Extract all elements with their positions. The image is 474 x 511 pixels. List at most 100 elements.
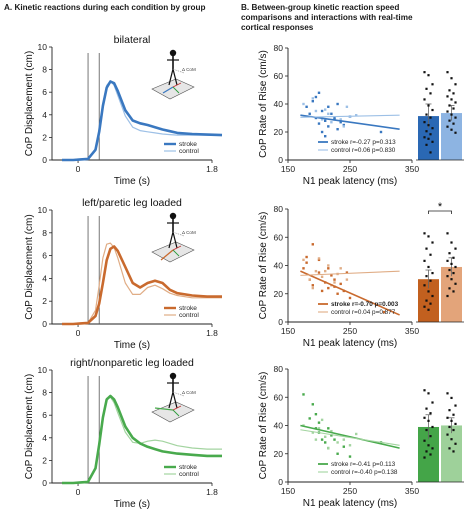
y-tick-label: 80: [274, 364, 284, 374]
scatter-point-stroke: [327, 125, 330, 128]
individual-point: [425, 407, 428, 410]
scatter-point-stroke: [336, 292, 339, 295]
scatter-point-control: [317, 427, 321, 430]
individual-point: [446, 392, 449, 395]
individual-point: [423, 284, 426, 287]
individual-point: [431, 127, 434, 130]
legend-label-control: control: [179, 471, 199, 478]
scatter-point-control: [333, 281, 336, 284]
individual-point: [425, 428, 428, 432]
individual-point: [446, 433, 449, 436]
header-panel-b-line1: B. Between-group kinetic reaction speed: [241, 3, 399, 12]
scatter-point-control: [345, 278, 349, 281]
individual-point: [427, 124, 430, 127]
individual-point: [448, 447, 451, 450]
scatter-point-stroke: [342, 123, 345, 127]
individual-point: [431, 271, 434, 275]
series-line-stroke: [62, 80, 223, 162]
individual-point: [423, 259, 426, 262]
individual-point: [425, 450, 428, 453]
y-tick-label: 0: [278, 155, 283, 165]
panel-title: bilateral: [114, 34, 151, 46]
y-tick-label: 20: [274, 289, 284, 299]
scatter-point-stroke: [336, 128, 339, 131]
scatter-point-control: [348, 444, 352, 447]
scatter-point-stroke: [302, 267, 305, 270]
individual-point: [429, 453, 432, 456]
legend-stat-stroke: stroke r=-0.70 p=0.003: [331, 301, 399, 308]
legend-label-stroke: stroke: [179, 305, 197, 312]
scatter-point-stroke: [311, 403, 314, 406]
individual-point: [425, 299, 428, 302]
individual-point: [427, 137, 430, 140]
individual-point: [452, 107, 455, 110]
individual-point: [448, 119, 451, 122]
y-tick-label: 2: [42, 296, 47, 306]
scatter-point-stroke: [345, 271, 349, 274]
scatter-point-stroke: [333, 278, 336, 281]
scatter-point-control: [355, 432, 358, 436]
scatter-point-stroke: [311, 284, 314, 287]
x-tick-label: 1.8: [206, 164, 218, 174]
individual-point: [429, 133, 432, 136]
individual-point: [454, 422, 457, 426]
individual-point: [429, 412, 432, 415]
individual-point: [446, 232, 449, 235]
individual-point: [423, 232, 426, 235]
individual-point: [446, 416, 449, 419]
y-tick-label: 40: [274, 261, 284, 271]
x-axis-label: N1 peak latency (ms): [303, 498, 397, 509]
legend-stat-stroke: stroke r=-0.27 p=0.313: [331, 139, 396, 146]
individual-point: [452, 450, 455, 453]
individual-point: [429, 92, 432, 95]
individual-point: [454, 101, 457, 104]
individual-point: [427, 444, 430, 447]
fit-line-stroke: [300, 114, 400, 130]
legend-stat-control: control r=0.06 p=0.830: [331, 147, 396, 154]
individual-point: [431, 294, 434, 298]
x-tick-label: 150: [281, 326, 295, 336]
individual-point: [452, 271, 455, 275]
individual-point: [448, 104, 451, 107]
y-tick-label: 0: [42, 478, 47, 488]
individual-point: [423, 98, 426, 101]
individual-point: [454, 247, 457, 250]
individual-point: [448, 409, 451, 412]
bar-control: [441, 266, 462, 322]
scatter-point-control: [327, 264, 330, 267]
individual-point: [446, 125, 449, 128]
panel-title: right/nonparetic leg loaded: [70, 357, 194, 369]
individual-point: [431, 241, 434, 244]
individual-point: [452, 428, 455, 432]
scatter-point-control: [324, 435, 327, 438]
individual-point: [425, 87, 428, 90]
individual-point: [425, 275, 428, 278]
y-tick-label: 10: [38, 205, 48, 215]
scatter-point-control: [320, 118, 324, 121]
individual-point: [427, 104, 430, 107]
scatter-point-control: [302, 102, 305, 106]
scatter-point-control: [342, 125, 345, 128]
individual-point: [423, 416, 426, 419]
y-axis-label: CoP Rate of Rise (cm/s): [258, 50, 269, 158]
x-tick-label: 350: [405, 164, 419, 174]
x-tick-label: 0: [76, 164, 81, 174]
scatter-point-stroke: [333, 116, 336, 120]
individual-point: [429, 302, 432, 305]
scatter-point-stroke: [327, 427, 330, 430]
x-axis-label: Time (s): [114, 340, 150, 351]
scatter-point-stroke: [305, 105, 308, 108]
figure-head: [169, 372, 177, 380]
com-vector: [172, 68, 185, 74]
balance-figure-icon: Δ CoM: [151, 49, 196, 100]
scatter-point-stroke: [311, 100, 314, 103]
individual-point: [452, 413, 455, 416]
y-tick-label: 6: [42, 251, 47, 261]
individual-point: [425, 247, 428, 250]
y-tick-label: 0: [42, 319, 47, 329]
individual-point: [446, 275, 449, 278]
individual-point: [427, 265, 430, 269]
individual-point: [431, 425, 434, 429]
figure-head: [169, 49, 177, 57]
scatter-point-stroke: [317, 91, 321, 94]
